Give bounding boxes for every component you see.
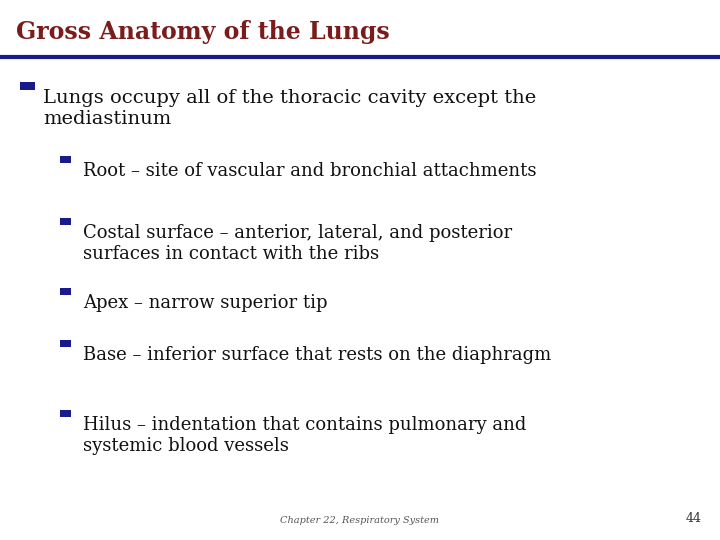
Text: 44: 44: [686, 512, 702, 525]
Text: Root – site of vascular and bronchial attachments: Root – site of vascular and bronchial at…: [83, 162, 536, 180]
Bar: [60, 218, 71, 225]
Text: Gross Anatomy of the Lungs: Gross Anatomy of the Lungs: [16, 20, 390, 44]
Text: Chapter 22, Respiratory System: Chapter 22, Respiratory System: [281, 516, 439, 525]
Text: Hilus – indentation that contains pulmonary and
systemic blood vessels: Hilus – indentation that contains pulmon…: [83, 416, 526, 455]
Bar: [20, 82, 35, 90]
Bar: [60, 156, 71, 163]
Text: Base – inferior surface that rests on the diaphragm: Base – inferior surface that rests on th…: [83, 346, 551, 363]
Bar: [60, 340, 71, 347]
Bar: [60, 288, 71, 295]
Text: Apex – narrow superior tip: Apex – narrow superior tip: [83, 294, 328, 312]
Text: Lungs occupy all of the thoracic cavity except the
mediastinum: Lungs occupy all of the thoracic cavity …: [43, 89, 536, 128]
Text: Costal surface – anterior, lateral, and posterior
surfaces in contact with the r: Costal surface – anterior, lateral, and …: [83, 224, 512, 263]
Bar: [60, 410, 71, 417]
